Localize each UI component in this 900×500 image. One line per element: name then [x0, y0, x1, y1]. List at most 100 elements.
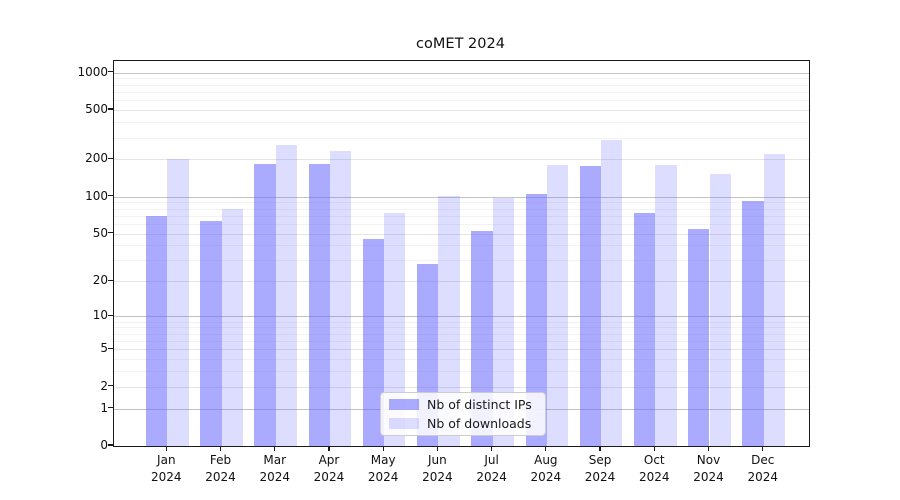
- y-tick-mark: [108, 347, 113, 349]
- x-tick-mark: [762, 446, 764, 451]
- y-tick-label: 0: [100, 438, 108, 452]
- x-tick-mark: [274, 446, 276, 451]
- legend-swatch: [389, 399, 419, 410]
- bar-nb-of-downloads-jun: [438, 195, 460, 446]
- x-tick-month: Nov: [696, 453, 721, 467]
- chart-title: coMET 2024: [416, 36, 505, 52]
- bar-nb-of-downloads-oct: [655, 164, 677, 446]
- x-tick-year: 2024: [259, 470, 290, 484]
- x-tick-label: Nov 2024: [679, 452, 739, 486]
- legend-swatch: [389, 418, 419, 429]
- gridline-minor: [114, 371, 809, 373]
- legend-label: Nb of downloads: [427, 416, 532, 431]
- gridline: [114, 386, 809, 388]
- plot-area: [113, 60, 810, 447]
- bar-nb-of-downloads-nov: [709, 174, 731, 446]
- x-tick-month: Aug: [534, 453, 558, 467]
- gridline-minor: [114, 215, 809, 217]
- y-tick-mark: [108, 406, 113, 409]
- x-tick-year: 2024: [638, 470, 670, 484]
- bar-nb-of-downloads-jul: [492, 197, 514, 446]
- bar-nb-of-downloads-apr: [329, 150, 352, 446]
- y-tick-label: 20: [92, 273, 108, 288]
- gridline-minor: [114, 245, 809, 247]
- y-tick-label: 50: [92, 225, 108, 240]
- x-tick-year: 2024: [367, 470, 399, 484]
- x-tick-month: Oct: [643, 453, 665, 467]
- gridline: [114, 316, 809, 318]
- x-tick-year: 2024: [530, 470, 562, 484]
- y-tick-label: 1000: [77, 64, 108, 79]
- gridline-minor: [114, 84, 809, 86]
- x-tick-label: Dec 2024: [733, 452, 793, 486]
- y-tick-label: 2: [100, 378, 108, 393]
- x-tick-month: May: [370, 453, 396, 467]
- y-tick-mark: [108, 385, 113, 387]
- bar-nb-of-downloads-aug: [546, 165, 569, 446]
- x-tick-month: Sep: [588, 453, 612, 467]
- legend-label: Nb of distinct IPs: [427, 397, 532, 412]
- gridline-minor: [114, 208, 809, 210]
- y-tick-mark: [108, 71, 113, 73]
- bar-nb-of-distinct-ips-feb: [200, 221, 222, 446]
- x-tick-year: 2024: [584, 470, 616, 484]
- x-tick-year: 2024: [422, 470, 453, 484]
- x-tick-label: Sep 2024: [570, 452, 630, 486]
- bar-nb-of-distinct-ips-may: [362, 239, 385, 446]
- x-tick-mark: [599, 446, 601, 451]
- gridline: [114, 110, 809, 112]
- bar-nb-of-downloads-mar: [275, 144, 298, 446]
- x-tick-month: Feb: [209, 453, 232, 467]
- x-tick-label: Feb 2024: [191, 452, 251, 486]
- bar-nb-of-downloads-sep: [601, 140, 623, 446]
- bar-nb-of-downloads-jan: [167, 159, 189, 446]
- x-tick-mark: [328, 446, 330, 451]
- y-tick-mark: [108, 108, 113, 110]
- y-tick-mark: [108, 444, 113, 446]
- y-tick-mark: [108, 231, 113, 234]
- x-tick-mark: [707, 446, 710, 451]
- bar-nb-of-distinct-ips-nov: [688, 229, 710, 446]
- bar-nb-of-distinct-ips-oct: [633, 213, 656, 446]
- x-tick-label: Jul 2024: [462, 452, 522, 486]
- bar-nb-of-downloads-feb: [221, 208, 243, 446]
- x-tick-year: 2024: [693, 470, 724, 484]
- gridline-minor: [114, 333, 809, 335]
- x-tick-label: Mar 2024: [245, 452, 305, 486]
- y-tick-mark: [108, 195, 113, 197]
- legend-row: Nb of distinct IPs: [389, 397, 537, 412]
- x-tick-year: 2024: [747, 470, 778, 484]
- gridline-minor: [114, 327, 809, 329]
- x-tick-label: Aug 2024: [516, 452, 576, 486]
- gridline-minor: [114, 91, 809, 93]
- y-tick-label: 1: [100, 400, 108, 415]
- legend: Nb of distinct IPs Nb of downloads: [380, 392, 546, 436]
- x-tick-label: Oct 2024: [624, 452, 684, 486]
- gridline-minor: [114, 340, 809, 342]
- x-tick-mark: [382, 446, 384, 451]
- gridline: [114, 233, 809, 235]
- y-tick-label: 200: [85, 151, 108, 166]
- x-tick-year: 2024: [476, 470, 507, 484]
- gridline-minor: [114, 321, 809, 323]
- x-tick-label: May 2024: [353, 452, 413, 486]
- legend-row: Nb of downloads: [389, 416, 537, 431]
- gridline: [114, 349, 809, 351]
- x-tick-year: 2024: [151, 470, 182, 484]
- bar-nb-of-distinct-ips-mar: [254, 163, 276, 446]
- bar-nb-of-distinct-ips-dec: [742, 201, 764, 446]
- x-tick-mark: [653, 446, 655, 451]
- bar-nb-of-distinct-ips-apr: [308, 164, 330, 446]
- gridline: [114, 196, 809, 198]
- gridline-minor: [114, 100, 809, 102]
- y-tick-mark: [108, 157, 113, 160]
- gridline-minor: [114, 223, 809, 225]
- y-tick-mark: [108, 314, 113, 317]
- x-tick-year: 2024: [313, 470, 345, 484]
- x-tick-month: Dec: [751, 453, 775, 467]
- y-tick-mark: [108, 279, 113, 282]
- bar-nb-of-downloads-may: [384, 213, 406, 446]
- y-tick-label: 500: [85, 102, 108, 117]
- gridline: [114, 281, 809, 283]
